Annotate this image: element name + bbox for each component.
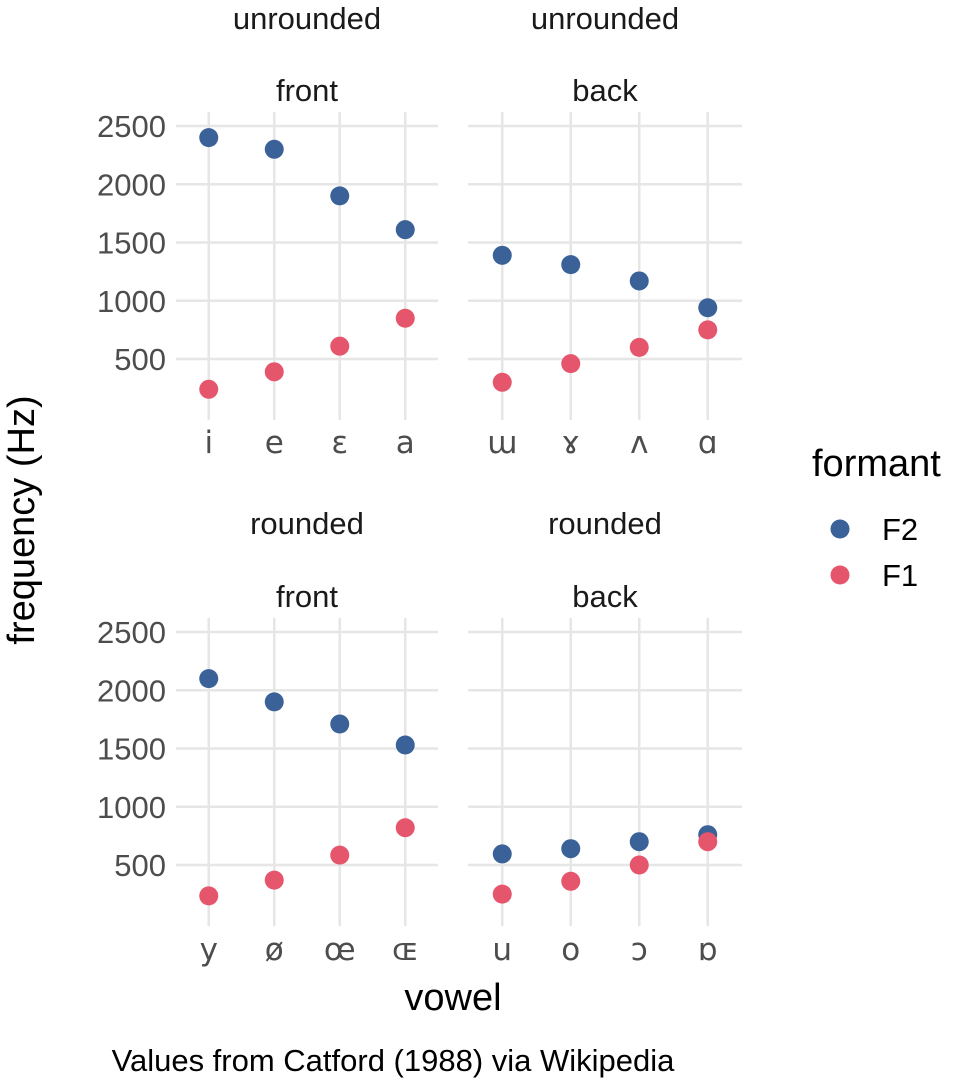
y-tick-label: 2000	[97, 167, 166, 202]
strip-label-bottom: back	[572, 73, 638, 108]
point-f1	[561, 354, 581, 374]
point-f1	[492, 884, 512, 904]
point-f2	[264, 139, 284, 159]
facet-panel-4: rounded back u o ɔ ɒ	[468, 506, 742, 968]
x-tick-label: ɤ	[562, 425, 580, 461]
x-tick-label: ɒ	[698, 932, 718, 968]
y-tick-label: 500	[114, 848, 166, 883]
strip-label-bottom: back	[572, 579, 638, 614]
point-f2	[330, 186, 350, 206]
strip-label-top: rounded	[548, 506, 662, 541]
point-f1	[264, 362, 284, 382]
point-f1	[395, 818, 415, 838]
x-tick-label: e	[265, 425, 284, 461]
x-tick-label: o	[561, 932, 580, 968]
y-tick-label: 1000	[97, 284, 166, 319]
x-tick-label: i	[204, 425, 213, 461]
point-f1	[629, 855, 649, 875]
point-f1	[395, 308, 415, 328]
point-f2	[561, 839, 581, 859]
facet-panel-2: unrounded back ɯ ɤ ʌ ɑ	[468, 1, 742, 461]
point-f1	[698, 320, 718, 340]
point-f1	[199, 886, 219, 906]
legend-title: formant	[812, 443, 941, 485]
y-tick-label: 2000	[97, 673, 166, 708]
x-tick-label: ø	[265, 932, 284, 968]
facet-panel-1: unrounded front i e ɛ a 500 1000 1500 2000 2500	[97, 1, 438, 461]
x-tick-label: a	[396, 425, 415, 461]
facet-panel-3: rounded front y ø œ ɶ 500 1000 1500 2000 2500	[97, 506, 438, 968]
x-tick-label: œ	[324, 932, 356, 968]
legend: formant F2 F1	[812, 443, 941, 593]
x-tick-label: y	[200, 932, 218, 968]
y-tick-label: 1500	[97, 226, 166, 261]
y-tick-label: 1000	[97, 790, 166, 825]
point-f1	[330, 336, 350, 356]
legend-label-f1: F1	[882, 558, 918, 593]
point-f2	[561, 255, 581, 275]
strip-label-top: unrounded	[531, 1, 679, 36]
y-axis-title: frequency (Hz)	[1, 395, 43, 644]
point-f1	[330, 845, 350, 865]
strip-label-top: unrounded	[233, 1, 381, 36]
x-axis-title: vowel	[404, 977, 501, 1019]
x-tick-label: ɯ	[487, 425, 517, 461]
point-f1	[629, 337, 649, 357]
x-tick-label: ɶ	[392, 932, 419, 968]
point-f1	[561, 871, 581, 891]
point-f2	[492, 245, 512, 265]
point-f2	[330, 714, 350, 734]
point-f2	[629, 832, 649, 852]
point-f2	[199, 128, 219, 148]
legend-label-f2: F2	[882, 512, 918, 547]
x-tick-label: ʌ	[630, 425, 648, 461]
point-f1	[698, 832, 718, 852]
x-tick-label: ɛ	[331, 425, 348, 461]
chart-caption: Values from Catford (1988) via Wikipedia	[112, 1043, 676, 1078]
point-f2	[264, 692, 284, 712]
y-tick-label: 2500	[97, 109, 166, 144]
point-f2	[199, 669, 219, 689]
y-tick-label: 500	[114, 342, 166, 377]
strip-label-bottom: front	[276, 73, 338, 108]
point-f2	[629, 271, 649, 291]
point-f2	[395, 735, 415, 755]
point-f1	[199, 379, 219, 399]
point-f2	[698, 298, 718, 318]
y-tick-label: 2500	[97, 615, 166, 650]
point-f1	[492, 372, 512, 392]
point-f2	[492, 844, 512, 864]
strip-label-top: rounded	[250, 506, 364, 541]
point-f2	[395, 220, 415, 240]
y-tick-label: 1500	[97, 732, 166, 767]
x-tick-label: ɔ	[631, 932, 648, 968]
x-tick-label: ɑ	[698, 425, 718, 461]
x-tick-label: u	[492, 932, 512, 968]
legend-key-f1	[830, 565, 850, 585]
point-f1	[264, 870, 284, 890]
legend-key-f2	[830, 519, 850, 539]
strip-label-bottom: front	[276, 579, 338, 614]
